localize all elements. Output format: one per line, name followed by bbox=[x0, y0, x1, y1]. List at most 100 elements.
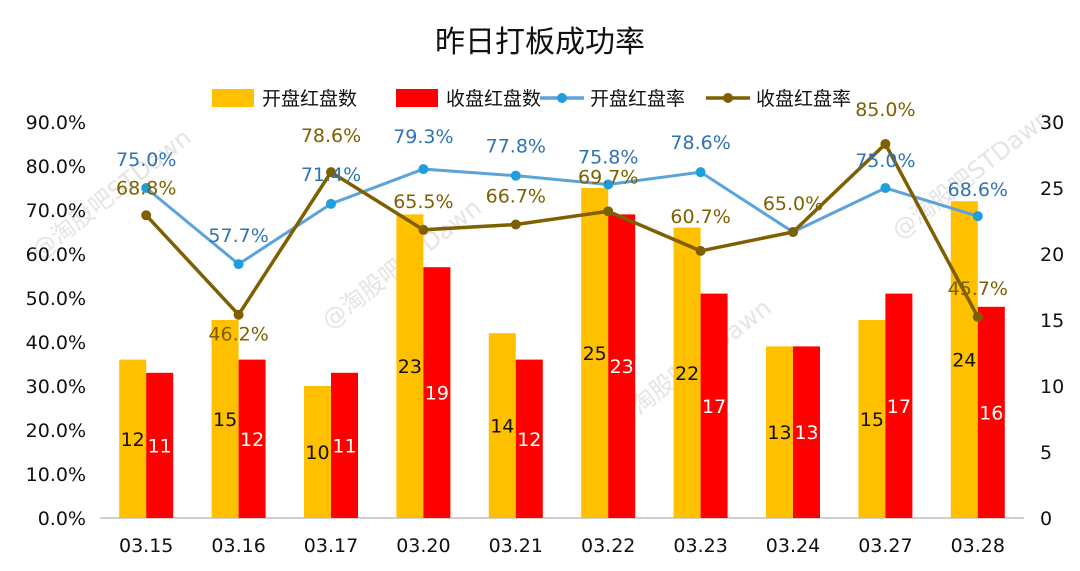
x-tick-label-6: 03.23 bbox=[673, 535, 727, 557]
right-tick-label: 5 bbox=[1040, 442, 1052, 464]
open-count-bar-7 bbox=[766, 346, 793, 518]
open-rate-point-9 bbox=[972, 211, 983, 222]
open-rate-label-0: 75.0% bbox=[116, 149, 176, 171]
chart-title: 昨日打板成功率 bbox=[435, 25, 645, 60]
close-count-bar-4 bbox=[515, 359, 543, 518]
close-rate-point-1 bbox=[233, 309, 244, 320]
open-rate-point-1 bbox=[233, 259, 244, 270]
open-count-label-6: 22 bbox=[675, 363, 699, 385]
close-rate-label-7: 65.0% bbox=[763, 193, 823, 215]
close-count-label-3: 19 bbox=[425, 383, 449, 405]
legend-label-3: 收盘红盘率 bbox=[756, 88, 851, 110]
open-count-bar-6 bbox=[673, 227, 701, 518]
left-tick-label: 20.0% bbox=[26, 420, 86, 442]
close-rate-label-8: 85.0% bbox=[855, 99, 915, 121]
right-tick-label: 10 bbox=[1040, 376, 1064, 398]
open-rate-point-2 bbox=[326, 198, 336, 209]
close-rate-point-0 bbox=[141, 210, 152, 221]
open-rate-label-1: 57.7% bbox=[208, 225, 268, 247]
open-count-bar-8 bbox=[858, 320, 886, 518]
lines bbox=[141, 139, 983, 322]
left-tick-label: 60.0% bbox=[26, 244, 86, 266]
open-count-bar-5 bbox=[581, 188, 609, 518]
close-count-bar-0 bbox=[146, 372, 174, 518]
close-rate-point-7 bbox=[788, 227, 798, 237]
right-tick-label: 25 bbox=[1040, 178, 1064, 200]
close-rate-label-4: 66.7% bbox=[486, 186, 546, 208]
open-count-label-5: 25 bbox=[583, 343, 607, 365]
open-count-bar-1 bbox=[211, 320, 239, 518]
close-rate-point-8 bbox=[880, 139, 891, 149]
close-rate-point-4 bbox=[510, 219, 521, 230]
legend-swatch-1 bbox=[396, 89, 438, 107]
close-count-label-5: 23 bbox=[610, 356, 634, 378]
open-rate-line bbox=[145, 167, 979, 266]
close-count-bar-1 bbox=[238, 359, 266, 518]
open-rate-label-2: 71.4% bbox=[301, 164, 361, 186]
open-count-label-7: 13 bbox=[767, 422, 791, 444]
close-rate-label-6: 60.7% bbox=[670, 206, 730, 228]
open-rate-point-6 bbox=[695, 167, 706, 178]
left-tick-label: 40.0% bbox=[26, 332, 86, 354]
x-tick-label-5: 03.22 bbox=[581, 535, 635, 557]
x-axis: 03.15 03.16 03.17 03.20 03.21 03.22 03.23 03.24… bbox=[119, 535, 1005, 557]
right-tick-label: 20 bbox=[1040, 244, 1064, 266]
close-rate-point-9 bbox=[972, 311, 983, 322]
right-tick-label: 15 bbox=[1040, 310, 1064, 332]
left-tick-label: 10.0% bbox=[26, 464, 86, 486]
open-rate-point-8 bbox=[880, 183, 891, 193]
close-count-label-6: 17 bbox=[702, 396, 726, 418]
x-tick-label-2: 03.17 bbox=[304, 535, 358, 557]
left-tick-label: 70.0% bbox=[26, 200, 86, 222]
close-count-bar-8 bbox=[885, 293, 913, 518]
open-count-bar-4 bbox=[488, 333, 516, 518]
x-tick-label-9: 03.28 bbox=[951, 535, 1005, 557]
close-count-label-8: 17 bbox=[887, 396, 911, 418]
close-count-bar-3 bbox=[423, 267, 451, 518]
close-count-label-1: 12 bbox=[240, 429, 264, 451]
bars bbox=[119, 188, 1005, 518]
legend: 开盘红盘数 收盘红盘数 开盘红盘率 收盘红盘率 bbox=[212, 88, 851, 110]
legend-label-0: 开盘红盘数 bbox=[262, 88, 357, 110]
close-rate-label-2: 78.6% bbox=[301, 125, 361, 147]
open-rate-point-3 bbox=[418, 164, 429, 175]
open-rate-label-8: 75.0% bbox=[855, 150, 915, 172]
right-tick-label: 30 bbox=[1040, 112, 1064, 134]
x-tick-label-8: 03.27 bbox=[858, 535, 912, 557]
close-rate-label-3: 65.5% bbox=[393, 191, 453, 213]
open-rate-label-6: 78.6% bbox=[670, 132, 730, 154]
close-count-bar-5 bbox=[608, 214, 636, 518]
x-tick-label-3: 03.20 bbox=[396, 535, 450, 557]
close-count-label-0: 11 bbox=[148, 435, 172, 457]
open-rate-label-9: 68.6% bbox=[948, 179, 1008, 201]
close-rate-label-0: 68.8% bbox=[116, 177, 176, 199]
open-count-label-3: 23 bbox=[398, 356, 422, 378]
legend-label-2: 开盘红盘率 bbox=[590, 88, 685, 110]
close-rate-point-5 bbox=[603, 206, 614, 217]
x-tick-label-4: 03.21 bbox=[489, 535, 543, 557]
legend-swatch-marker-3 bbox=[723, 93, 733, 103]
open-count-label-4: 14 bbox=[490, 416, 514, 438]
open-rate-point-5 bbox=[603, 179, 614, 190]
open-count-bar-9 bbox=[950, 201, 978, 518]
open-count-label-2: 10 bbox=[305, 442, 329, 464]
open-rate-label-4: 77.8% bbox=[486, 136, 546, 158]
close-rate-label-1: 46.2% bbox=[208, 324, 268, 346]
right-tick-label: 0 bbox=[1040, 508, 1052, 530]
x-tick-label-0: 03.15 bbox=[119, 535, 173, 557]
open-count-label-9: 24 bbox=[952, 350, 976, 372]
legend-swatch-marker-2 bbox=[557, 93, 567, 103]
close-rate-label-9: 45.7% bbox=[948, 278, 1008, 300]
open-count-bar-2 bbox=[304, 386, 331, 518]
left-tick-label: 30.0% bbox=[26, 376, 86, 398]
close-count-bar-6 bbox=[700, 293, 728, 518]
x-tick-label-1: 03.16 bbox=[211, 535, 265, 557]
close-rate-line bbox=[144, 141, 980, 318]
left-tick-label: 50.0% bbox=[26, 288, 86, 310]
close-count-bar-9 bbox=[977, 306, 1005, 518]
open-count-label-8: 15 bbox=[860, 409, 884, 431]
close-count-label-9: 16 bbox=[979, 402, 1003, 424]
open-count-label-1: 15 bbox=[213, 409, 237, 431]
